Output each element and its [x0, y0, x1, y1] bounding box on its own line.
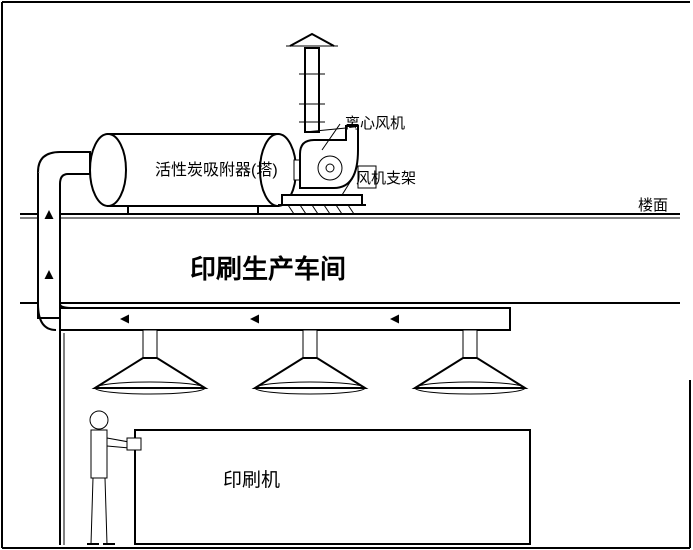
label-workshop: 印刷生产车间: [190, 254, 346, 284]
label-roof: 楼面: [638, 197, 668, 214]
label-printer: 印刷机: [223, 469, 280, 491]
label-fan: 离心风机: [345, 115, 405, 132]
worker-figure: [87, 411, 141, 544]
label-fan-base: 风机支架: [356, 170, 416, 187]
label-adsorber: 活性炭吸附器(塔): [155, 161, 278, 179]
